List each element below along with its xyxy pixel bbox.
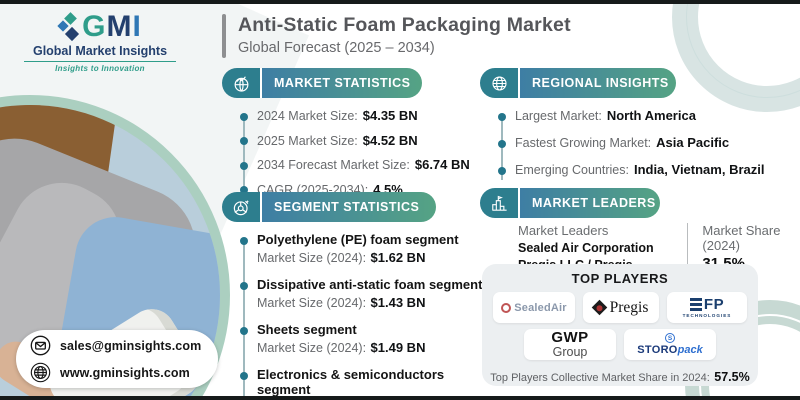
top-players-title: TOP PLAYERS xyxy=(571,271,669,286)
sealed-air-o-icon xyxy=(501,302,512,313)
leader-company: Sealed Air Corporation xyxy=(518,241,654,255)
stat-row: 2025 Market Size: $4.52 BN xyxy=(240,133,480,148)
region-row: Fastest Growing Market: Asia Pacific xyxy=(498,135,788,150)
ufp-bars-icon xyxy=(689,298,702,311)
market-leaders-label: Market Leaders xyxy=(518,223,609,238)
market-statistics-header: MARKET STATISTICS xyxy=(222,68,422,98)
page-header: Anti-Static Foam Packaging Market Global… xyxy=(222,14,571,58)
market-leaders-header: MARKET LEADERS xyxy=(480,188,660,218)
contact-email[interactable]: sales@gminsights.com xyxy=(30,335,218,356)
regional-insights-icon xyxy=(480,68,520,98)
leaders-divider xyxy=(687,223,689,291)
page-title: Anti-Static Foam Packaging Market xyxy=(238,14,571,36)
section-regional-insights: REGIONAL INSIGHTS Largest Market: North A… xyxy=(480,68,764,189)
regional-insights-header: REGIONAL INSIGHTS xyxy=(480,68,676,98)
title-accent-bar xyxy=(222,14,226,58)
ufp-technologies-logo: FP TECHNOLOGIES xyxy=(667,292,747,323)
bottom-border xyxy=(0,396,800,400)
timeline-connector xyxy=(243,117,245,188)
collective-share-value: 57.5% xyxy=(714,370,750,384)
regional-insights-title: REGIONAL INSIGHTS xyxy=(520,68,676,98)
section-market-statistics: MARKET STATISTICS 2024 Market Size: $4.35… xyxy=(222,68,470,197)
market-statistics-title: MARKET STATISTICS xyxy=(262,68,422,98)
storopack-s-icon: S xyxy=(665,333,675,343)
pregis-diamond-icon xyxy=(591,299,607,316)
gwp-group-logo: GWP Group xyxy=(524,329,616,360)
storopack-logo: S STOROpack xyxy=(624,329,716,360)
segment-row: Electronics & semiconductors segment Mar… xyxy=(240,367,485,400)
globe-icon xyxy=(30,362,51,383)
gmi-logo: GMI Global Market Insights Insights to I… xyxy=(24,12,176,73)
page-subtitle: Global Forecast (2025 – 2034) xyxy=(238,40,435,56)
contact-website-text: www.gminsights.com xyxy=(60,365,190,380)
segment-statistics-list: Polyethylene (PE) foam segment Market Si… xyxy=(240,232,485,400)
segment-statistics-title: SEGMENT STATISTICS xyxy=(262,192,436,222)
region-row: Largest Market: North America xyxy=(498,108,788,123)
market-leaders-title: MARKET LEADERS xyxy=(520,188,660,218)
gmi-company-name: Global Market Insights xyxy=(24,44,176,62)
top-players-footer: Top Players Collective Market Share in 2… xyxy=(482,368,758,386)
top-players-row-1: SealedAir Pregis FP TECHNOLOGIES xyxy=(482,292,758,323)
contact-email-text: sales@gminsights.com xyxy=(60,338,202,353)
gmi-logo-text: GMI xyxy=(82,10,142,43)
section-market-leaders: MARKET LEADERS xyxy=(480,188,660,218)
collective-share-label: Top Players Collective Market Share in 2… xyxy=(490,372,710,384)
section-segment-statistics: SEGMENT STATISTICS Polyethylene (PE) foa… xyxy=(222,192,482,400)
pregis-logo: Pregis xyxy=(583,292,659,323)
segment-row: Polyethylene (PE) foam segment Market Si… xyxy=(240,232,485,267)
contact-website[interactable]: www.gminsights.com xyxy=(30,362,218,383)
stat-row: 2034 Forecast Market Size: $6.74 BN xyxy=(240,157,480,172)
market-statistics-icon xyxy=(222,68,262,98)
top-players-panel: TOP PLAYERS SealedAir Pregis FP TECHNOLO… xyxy=(482,264,758,386)
top-border xyxy=(0,0,800,4)
gmi-logo-diamond-icon xyxy=(57,12,80,42)
gmi-tagline: Insights to Innovation xyxy=(55,64,145,73)
sealed-air-logo: SealedAir xyxy=(493,292,575,323)
timeline-connector xyxy=(243,241,245,400)
email-icon xyxy=(30,335,51,356)
regional-insights-list: Largest Market: North America Fastest Gro… xyxy=(498,108,788,189)
region-row: Emerging Countries: India, Vietnam, Brazi… xyxy=(498,162,788,177)
segment-row: Dissipative anti-static foam segment Mar… xyxy=(240,277,485,312)
stat-row: 2024 Market Size: $4.35 BN xyxy=(240,108,480,123)
contact-card: sales@gminsights.com www.gminsights.com xyxy=(16,330,218,388)
market-share-label: Market Share (2024) xyxy=(702,223,781,253)
market-leaders-icon xyxy=(480,188,520,218)
market-statistics-list: 2024 Market Size: $4.35 BN 2025 Market Si… xyxy=(240,108,480,197)
segment-statistics-icon xyxy=(222,192,262,222)
top-players-row-2: GWP Group S STOROpack xyxy=(482,329,758,360)
segment-statistics-header: SEGMENT STATISTICS xyxy=(222,192,436,222)
timeline-connector xyxy=(501,117,503,180)
segment-row: Sheets segment Market Size (2024): $1.49… xyxy=(240,322,485,357)
